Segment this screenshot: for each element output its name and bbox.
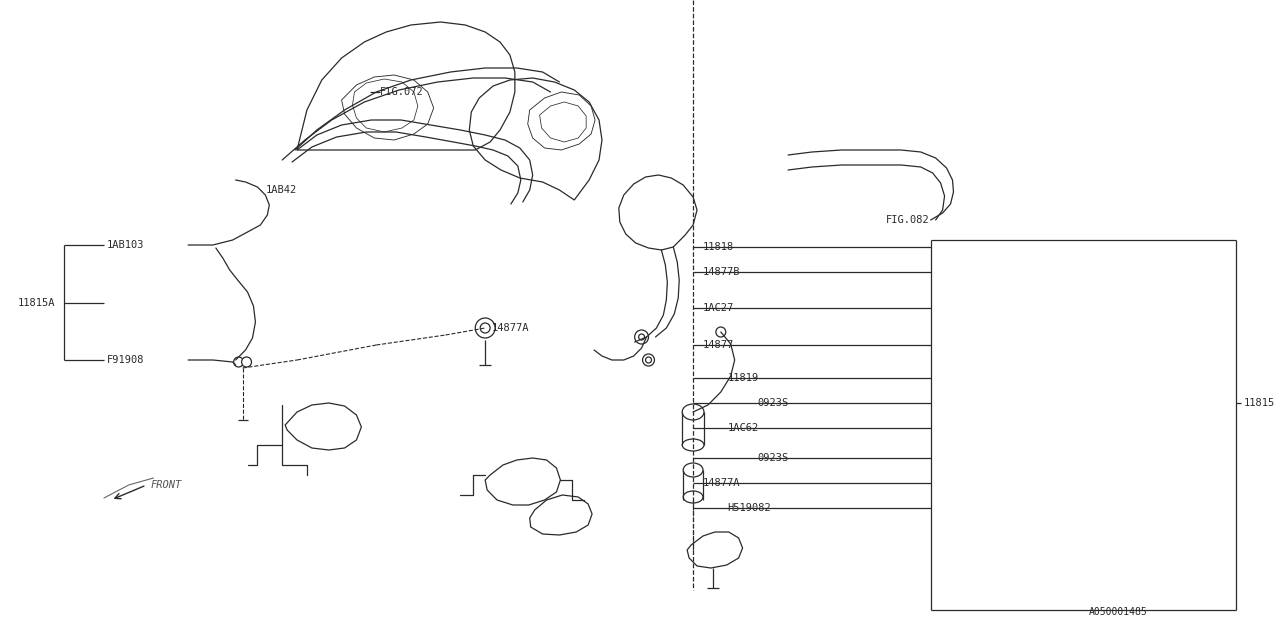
Circle shape [716,327,726,337]
Text: 1AC62: 1AC62 [728,423,759,433]
Text: 11815A: 11815A [18,298,55,308]
Text: 1AC27: 1AC27 [703,303,735,313]
Ellipse shape [682,404,704,420]
Circle shape [635,330,649,344]
Text: 1AB42: 1AB42 [265,185,297,195]
Text: FIG.072: FIG.072 [380,87,424,97]
Text: H519082: H519082 [728,503,772,513]
Circle shape [639,334,645,340]
Ellipse shape [684,491,703,503]
Text: 1AB103: 1AB103 [108,240,145,250]
Text: F91908: F91908 [108,355,145,365]
Text: A050001485: A050001485 [1089,607,1148,617]
Text: 14877A: 14877A [703,478,741,488]
Text: 14877B: 14877B [703,267,741,277]
Circle shape [480,323,490,333]
Circle shape [643,354,654,366]
Text: 11815: 11815 [1244,398,1275,408]
Text: 14877: 14877 [703,340,735,350]
Text: FIG.082: FIG.082 [886,215,929,225]
Circle shape [234,357,243,367]
Ellipse shape [684,463,703,477]
Text: 11818: 11818 [703,242,735,252]
Circle shape [242,357,251,367]
Text: FRONT: FRONT [151,480,182,490]
Circle shape [475,318,495,338]
Ellipse shape [682,439,704,451]
Text: 11819: 11819 [728,373,759,383]
Text: 14877A: 14877A [492,323,530,333]
Circle shape [645,357,652,363]
Text: 0923S: 0923S [758,453,788,463]
Text: 0923S: 0923S [758,398,788,408]
